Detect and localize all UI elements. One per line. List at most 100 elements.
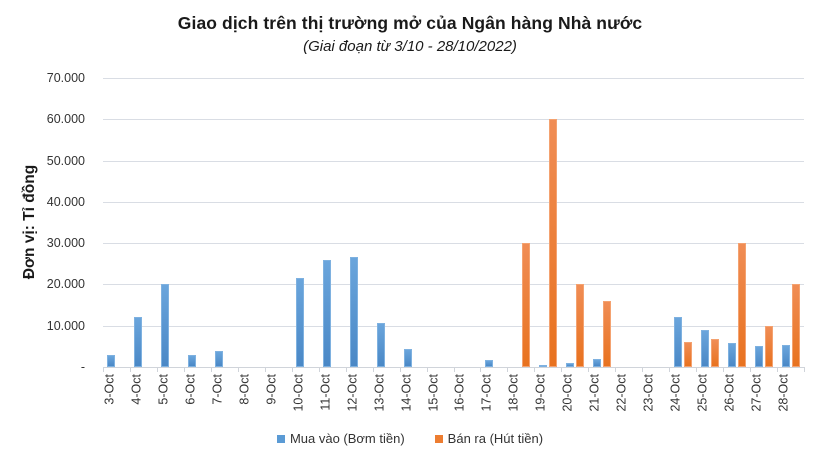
x-tick-label: 12-Oct [345, 374, 360, 412]
bar-buy [592, 358, 601, 367]
legend: Mua vào (Bơm tiền) Bán ra (Hút tiền) [0, 431, 820, 446]
x-tick-mark [507, 367, 509, 372]
x-tick-label: 16-Oct [452, 374, 467, 412]
bar-buy [404, 348, 413, 367]
x-tick-mark [426, 367, 428, 372]
gridline [103, 243, 804, 245]
bar-buy [323, 259, 332, 367]
x-tick-mark [129, 367, 131, 372]
bar-buy [754, 346, 763, 367]
y-tick-label: 40.000 [46, 194, 85, 209]
bar-buy [188, 355, 197, 367]
y-tick-label: 30.000 [46, 236, 85, 251]
bar-sell [521, 243, 530, 367]
y-tick-label: 20.000 [46, 277, 85, 292]
x-tick-mark [723, 367, 725, 372]
x-tick-mark [210, 367, 212, 372]
x-tick-mark [777, 367, 779, 372]
y-tick-label: 50.000 [46, 153, 85, 168]
x-tick-mark [156, 367, 158, 372]
x-tick-mark [669, 367, 671, 372]
x-tick-mark [534, 367, 536, 372]
x-tick-label: 17-Oct [479, 374, 494, 412]
x-tick-mark [480, 367, 482, 372]
x-tick-label: 24-Oct [668, 374, 683, 412]
x-tick-mark [103, 367, 104, 372]
x-tick-mark [264, 367, 266, 372]
y-tick-label: 60.000 [46, 112, 85, 127]
gridline [103, 78, 804, 79]
bar-sell [710, 338, 719, 367]
legend-swatch-sell-icon [434, 434, 443, 443]
bar-buy [673, 317, 682, 367]
bar-sell [548, 119, 557, 367]
x-tick-label: 27-Oct [749, 374, 764, 412]
x-tick-mark [561, 367, 563, 372]
bar-buy [700, 329, 709, 367]
bar-buy [781, 345, 790, 367]
legend-item-sell: Bán ra (Hút tiền) [434, 431, 543, 446]
y-tick-label: - [80, 360, 85, 374]
x-tick-label: 3-Oct [102, 374, 117, 405]
x-tick-label: 22-Oct [614, 374, 629, 412]
x-tick-mark [183, 367, 185, 372]
x-tick-mark [804, 367, 805, 372]
x-tick-label: 25-Oct [695, 374, 710, 412]
x-tick-label: 8-Oct [237, 374, 252, 405]
x-tick-label: 6-Oct [183, 374, 198, 405]
bar-buy [215, 351, 224, 367]
x-tick-mark [615, 367, 617, 372]
x-tick-label: 9-Oct [264, 374, 279, 405]
x-tick-label: 7-Oct [210, 374, 225, 405]
x-tick-mark [237, 367, 239, 372]
x-tick-label: 19-Oct [533, 374, 548, 412]
x-tick-label: 23-Oct [641, 374, 656, 412]
x-tick-label: 28-Oct [776, 374, 791, 412]
bar-buy [134, 317, 143, 367]
x-tick-mark [453, 367, 455, 372]
bar-sell [575, 284, 584, 367]
chart-subtitle: (Giai đoạn từ 3/10 - 28/10/2022) [303, 38, 517, 55]
plot-area [103, 78, 805, 372]
x-tick-mark [750, 367, 752, 372]
x-tick-label: 11-Oct [318, 374, 333, 411]
legend-swatch-buy-icon [276, 434, 285, 443]
bar-buy [296, 278, 305, 367]
x-tick-mark [399, 367, 401, 372]
x-tick-label: 18-Oct [506, 374, 521, 412]
x-tick-label: 10-Oct [291, 374, 306, 412]
bar-buy [377, 323, 386, 367]
x-tick-label: 13-Oct [372, 374, 387, 412]
bar-sell [737, 243, 746, 367]
gridline [103, 201, 804, 203]
y-axis-label: Đơn vị: Tỉ đồng [21, 164, 38, 280]
x-tick-label: 4-Oct [129, 374, 144, 405]
x-tick-label: 26-Oct [722, 374, 737, 412]
bar-sell [791, 284, 800, 367]
chart-title: Giao dịch trên thị trường mở của Ngân hà… [177, 13, 643, 33]
x-tick-mark [372, 367, 374, 372]
y-tick-label: 10.000 [46, 318, 85, 333]
x-tick-label: 14-Oct [399, 374, 414, 412]
x-tick-label: 21-Oct [587, 374, 602, 412]
x-tick-label: 15-Oct [426, 374, 441, 412]
bar-sell [764, 325, 773, 367]
x-tick-mark [318, 367, 320, 372]
bar-buy [161, 284, 170, 367]
legend-label-buy: Mua vào (Bơm tiền) [289, 431, 405, 446]
bar-sell [683, 342, 692, 367]
bar-buy [727, 342, 736, 367]
x-tick-mark [696, 367, 698, 372]
gridline [103, 284, 804, 286]
bar-buy [484, 359, 493, 367]
gridline [103, 160, 804, 162]
gridline [103, 119, 804, 121]
y-tick-label: 70.000 [46, 71, 85, 85]
bar-sell [602, 300, 611, 367]
legend-item-buy: Mua vào (Bơm tiền) [276, 431, 405, 446]
bar-buy [350, 257, 359, 367]
x-tick-mark [291, 367, 293, 372]
x-tick-label: 5-Oct [156, 374, 171, 405]
gridline [103, 325, 804, 327]
x-tick-label: 20-Oct [560, 374, 575, 412]
